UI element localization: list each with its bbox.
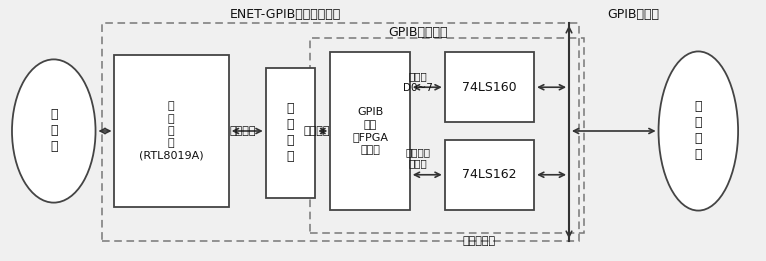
- Text: 管理线、
挂钩线: 管理线、 挂钩线: [405, 147, 430, 169]
- Text: ENET-GPIB内部结构模块: ENET-GPIB内部结构模块: [230, 8, 341, 21]
- Text: 总线收发器: 总线收发器: [463, 236, 496, 246]
- Bar: [445, 52, 534, 122]
- Text: 以
太
网: 以 太 网: [50, 109, 57, 153]
- Bar: [114, 55, 229, 207]
- Bar: [310, 38, 584, 233]
- Bar: [266, 68, 316, 198]
- Text: 外部总线: 外部总线: [230, 126, 256, 136]
- Text: GPIB母线仪: GPIB母线仪: [607, 8, 660, 21]
- Text: 网
络
接
口
(RTL8019A): 网 络 接 口 (RTL8019A): [139, 101, 204, 161]
- Text: 数据线
D0~7: 数据线 D0~7: [403, 72, 433, 93]
- Text: 测
试
仪
器: 测 试 仪 器: [695, 100, 702, 162]
- Text: 主
处
理
器: 主 处 理 器: [286, 103, 294, 163]
- Text: 外部总线: 外部总线: [303, 126, 329, 136]
- Text: GPIB控制接口: GPIB控制接口: [388, 26, 447, 39]
- Bar: [445, 140, 534, 210]
- Text: 74LS160: 74LS160: [462, 81, 517, 94]
- Ellipse shape: [12, 60, 96, 203]
- Text: 74LS162: 74LS162: [462, 168, 517, 181]
- Text: GPIB
芯片
（FPGA
实现）: GPIB 芯片 （FPGA 实现）: [352, 107, 388, 155]
- Bar: [102, 23, 579, 241]
- Bar: [330, 52, 410, 210]
- Ellipse shape: [659, 51, 738, 211]
